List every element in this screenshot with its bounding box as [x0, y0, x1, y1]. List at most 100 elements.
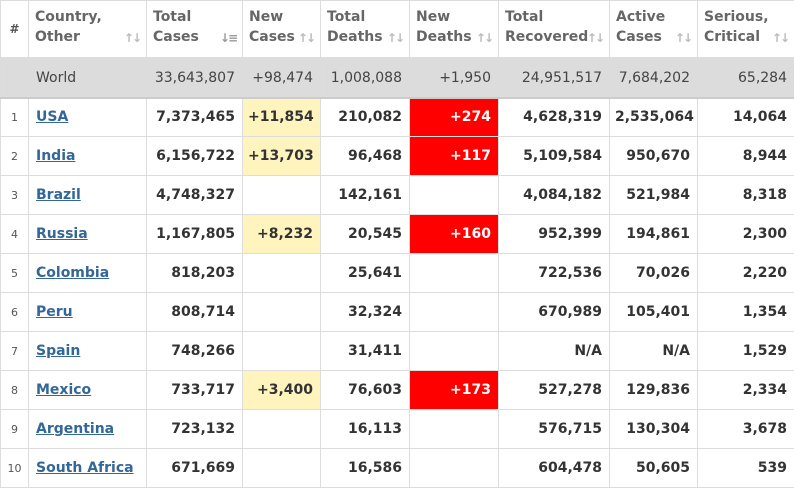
new-cases-cell: +13,703	[243, 137, 321, 176]
serious-critical-cell: 3,678	[698, 410, 794, 449]
new-cases-cell	[243, 176, 321, 215]
total-deaths-cell: 25,641	[321, 254, 410, 293]
total-recovered-cell: 952,399	[499, 215, 610, 254]
new-cases-cell	[243, 332, 321, 371]
serious-critical-cell: 2,334	[698, 371, 794, 410]
header-index: #	[1, 1, 29, 58]
sort-arrows-icon[interactable]: ↑↓	[476, 28, 492, 48]
sort-arrows-icon[interactable]: ↑↓	[675, 28, 691, 48]
total-recovered-cell: 4,084,182	[499, 176, 610, 215]
country-name: Argentina	[29, 410, 147, 449]
serious-critical-cell: 1,529	[698, 332, 794, 371]
total-recovered-cell: N/A	[499, 332, 610, 371]
total-cases-cell: 4,748,327	[147, 176, 243, 215]
sort-arrows-icon[interactable]: ↑↓	[387, 28, 403, 48]
total-cases-cell: 733,717	[147, 371, 243, 410]
total-cases-cell: 818,203	[147, 254, 243, 293]
total-recovered-cell: 4,628,319	[499, 98, 610, 137]
country-name: India	[29, 137, 147, 176]
total-recovered-cell: 527,278	[499, 371, 610, 410]
country-name: Colombia	[29, 254, 147, 293]
world-total-row: World 33,643,807 +98,474 1,008,088 +1,95…	[1, 58, 794, 98]
new-deaths-cell	[410, 176, 499, 215]
row-index: 5	[1, 254, 29, 293]
country-link[interactable]: Russia	[36, 226, 88, 242]
sort-arrows-icon[interactable]: ↑↓	[124, 28, 140, 48]
new-cases-cell: +11,854	[243, 98, 321, 137]
active-cases-cell: 130,304	[610, 410, 698, 449]
world-new-deaths: +1,950	[410, 58, 499, 98]
sort-arrows-icon[interactable]: ↑↓	[772, 28, 788, 48]
active-cases-cell: 521,984	[610, 176, 698, 215]
new-deaths-cell	[410, 410, 499, 449]
country-link[interactable]: Spain	[36, 343, 80, 359]
serious-critical-cell: 14,064	[698, 98, 794, 137]
serious-critical-cell: 2,220	[698, 254, 794, 293]
total-cases-cell: 1,167,805	[147, 215, 243, 254]
serious-critical-cell: 8,318	[698, 176, 794, 215]
new-deaths-cell: +160	[410, 215, 499, 254]
total-deaths-cell: 31,411	[321, 332, 410, 371]
total-deaths-cell: 96,468	[321, 137, 410, 176]
sort-arrows-icon[interactable]: ↑↓	[587, 28, 603, 48]
country-link[interactable]: South Africa	[36, 460, 134, 476]
serious-critical-cell: 1,354	[698, 293, 794, 332]
country-link[interactable]: Brazil	[36, 187, 81, 203]
world-total-deaths: 1,008,088	[321, 58, 410, 98]
country-link[interactable]: India	[36, 148, 75, 164]
new-deaths-cell	[410, 332, 499, 371]
total-recovered-cell: 576,715	[499, 410, 610, 449]
row-index: 10	[1, 449, 29, 488]
active-cases-cell: 129,836	[610, 371, 698, 410]
row-index: 6	[1, 293, 29, 332]
active-cases-cell: 70,026	[610, 254, 698, 293]
country-name: Russia	[29, 215, 147, 254]
new-cases-cell	[243, 410, 321, 449]
total-deaths-cell: 20,545	[321, 215, 410, 254]
country-link[interactable]: Peru	[36, 304, 73, 320]
total-deaths-cell: 16,586	[321, 449, 410, 488]
country-name: Brazil	[29, 176, 147, 215]
new-cases-cell	[243, 449, 321, 488]
world-index	[1, 58, 29, 98]
world-serious-critical: 65,284	[698, 58, 794, 98]
country-link[interactable]: Colombia	[36, 265, 109, 281]
country-link[interactable]: Mexico	[36, 382, 91, 398]
serious-critical-cell: 2,300	[698, 215, 794, 254]
total-recovered-cell: 604,478	[499, 449, 610, 488]
total-cases-cell: 723,132	[147, 410, 243, 449]
row-index: 8	[1, 371, 29, 410]
total-cases-cell: 6,156,722	[147, 137, 243, 176]
row-index: 4	[1, 215, 29, 254]
active-cases-cell: 194,861	[610, 215, 698, 254]
total-recovered-cell: 722,536	[499, 254, 610, 293]
sort-descending-icon[interactable]: ↓≡	[220, 28, 236, 48]
country-link[interactable]: Argentina	[36, 421, 114, 437]
total-recovered-cell: 670,989	[499, 293, 610, 332]
sort-arrows-icon[interactable]: ↑↓	[298, 28, 314, 48]
total-deaths-cell: 32,324	[321, 293, 410, 332]
total-cases-cell: 808,714	[147, 293, 243, 332]
header-country[interactable]: Country,Other↑↓	[29, 1, 147, 58]
total-deaths-cell: 210,082	[321, 98, 410, 137]
header-serious-critical[interactable]: Serious,Critical↑↓	[698, 1, 794, 58]
new-deaths-cell	[410, 293, 499, 332]
country-name: Mexico	[29, 371, 147, 410]
new-cases-cell	[243, 293, 321, 332]
new-cases-cell	[243, 254, 321, 293]
country-link[interactable]: USA	[36, 109, 68, 125]
row-index: 1	[1, 98, 29, 137]
